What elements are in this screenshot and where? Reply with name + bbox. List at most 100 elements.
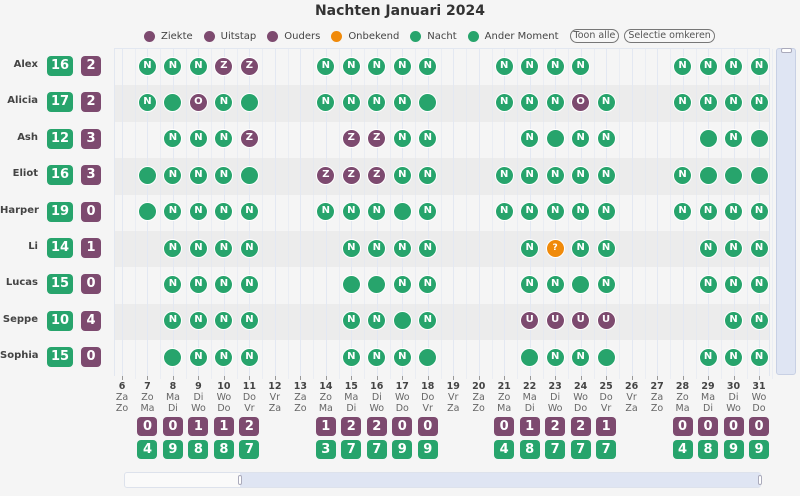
person-name[interactable]: Li [28, 241, 38, 252]
cell-nacht[interactable]: N [188, 165, 208, 185]
cell-nacht[interactable]: N [214, 274, 234, 294]
cell-nacht[interactable]: N [341, 56, 361, 76]
cell-nacht[interactable]: N [698, 92, 718, 112]
cell-nacht[interactable]: N [698, 202, 718, 222]
cell-nacht[interactable]: N [749, 274, 769, 294]
cell-nacht[interactable]: N [239, 311, 259, 331]
cell-nacht[interactable]: N [392, 238, 412, 258]
cell-nacht[interactable]: N [188, 202, 208, 222]
cell-ander-moment[interactable] [367, 274, 387, 294]
cell-nacht[interactable]: N [596, 202, 616, 222]
cell-nacht[interactable]: N [418, 165, 438, 185]
cell-nacht[interactable]: N [163, 274, 183, 294]
cell-ander-moment[interactable] [418, 92, 438, 112]
cell-ander-moment[interactable] [596, 347, 616, 367]
cell-nacht[interactable]: N [316, 202, 336, 222]
cell-ander-moment[interactable] [418, 347, 438, 367]
show-all-button[interactable]: Toon alle [569, 29, 620, 43]
cell-nacht[interactable]: N [724, 238, 744, 258]
cell-nacht[interactable]: N [367, 238, 387, 258]
cell-nacht[interactable]: N [724, 311, 744, 331]
person-name[interactable]: Seppe [2, 313, 38, 325]
cell-ander-moment[interactable] [749, 129, 769, 149]
cell-nacht[interactable]: N [163, 202, 183, 222]
cell-nacht[interactable]: N [188, 347, 208, 367]
cell-nacht[interactable]: N [571, 202, 591, 222]
person-name[interactable]: Lucas [5, 277, 38, 289]
cell-nacht[interactable]: N [545, 92, 565, 112]
cell-nacht[interactable]: N [418, 238, 438, 258]
cell-ouders[interactable]: O [571, 92, 591, 112]
cell-nacht[interactable]: N [596, 238, 616, 258]
cell-onbekend[interactable]: ? [545, 238, 565, 258]
cell-ander-moment[interactable] [163, 347, 183, 367]
cell-nacht[interactable]: N [596, 274, 616, 294]
cell-nacht[interactable]: N [520, 238, 540, 258]
cell-nacht[interactable]: N [571, 165, 591, 185]
cell-nacht[interactable]: N [698, 347, 718, 367]
cell-ziekte[interactable]: Z [367, 165, 387, 185]
cell-nacht[interactable]: N [571, 56, 591, 76]
cell-nacht[interactable]: N [520, 274, 540, 294]
cell-nacht[interactable]: N [367, 311, 387, 331]
cell-nacht[interactable]: N [520, 129, 540, 149]
person-name[interactable]: Ash [17, 131, 38, 143]
cell-nacht[interactable]: N [392, 129, 412, 149]
cell-nacht[interactable]: N [214, 347, 234, 367]
cell-ander-moment[interactable] [341, 274, 361, 294]
cell-nacht[interactable]: N [673, 202, 693, 222]
cell-nacht[interactable]: N [724, 92, 744, 112]
cell-nacht[interactable]: N [418, 56, 438, 76]
cell-ziekte[interactable]: Z [341, 165, 361, 185]
cell-nacht[interactable]: N [392, 56, 412, 76]
legend-onbekend[interactable]: Onbekend [331, 30, 399, 42]
cell-nacht[interactable]: N [596, 129, 616, 149]
cell-ander-moment[interactable] [698, 165, 718, 185]
cell-nacht[interactable]: N [239, 274, 259, 294]
legend-ander-moment[interactable]: Ander Moment [467, 30, 559, 42]
cell-nacht[interactable]: N [392, 274, 412, 294]
cell-nacht[interactable]: N [724, 56, 744, 76]
cell-nacht[interactable]: N [520, 202, 540, 222]
cell-nacht[interactable]: N [545, 274, 565, 294]
cell-ziekte[interactable]: Z [341, 129, 361, 149]
cell-ziekte[interactable]: Z [316, 165, 336, 185]
cell-ander-moment[interactable] [392, 311, 412, 331]
cell-nacht[interactable]: N [494, 92, 514, 112]
cell-nacht[interactable]: N [239, 347, 259, 367]
person-name[interactable]: Alicia [7, 95, 38, 107]
cell-ander-moment[interactable] [545, 129, 565, 149]
cell-nacht[interactable]: N [545, 347, 565, 367]
cell-nacht[interactable]: N [239, 238, 259, 258]
cell-uitstap[interactable]: U [596, 311, 616, 331]
legend-uitstap[interactable]: Uitstap [203, 30, 256, 42]
cell-nacht[interactable]: N [749, 311, 769, 331]
cell-nacht[interactable]: N [571, 347, 591, 367]
cell-nacht[interactable]: N [137, 92, 157, 112]
cell-uitstap[interactable]: U [571, 311, 591, 331]
cell-nacht[interactable]: N [571, 238, 591, 258]
cell-nacht[interactable]: N [724, 274, 744, 294]
cell-nacht[interactable]: N [214, 311, 234, 331]
cell-ander-moment[interactable] [520, 347, 540, 367]
cell-nacht[interactable]: N [188, 311, 208, 331]
cell-ander-moment[interactable] [571, 274, 591, 294]
cell-ziekte[interactable]: Z [239, 129, 259, 149]
cell-nacht[interactable]: N [418, 274, 438, 294]
cell-nacht[interactable]: N [724, 347, 744, 367]
cell-nacht[interactable]: N [341, 202, 361, 222]
cell-nacht[interactable]: N [214, 202, 234, 222]
cell-nacht[interactable]: N [214, 129, 234, 149]
cell-nacht[interactable]: N [520, 92, 540, 112]
cell-nacht[interactable]: N [418, 311, 438, 331]
cell-nacht[interactable]: N [494, 202, 514, 222]
horizontal-scrollbar[interactable] [124, 472, 762, 488]
cell-ander-moment[interactable] [239, 92, 259, 112]
cell-nacht[interactable]: N [749, 56, 769, 76]
cell-nacht[interactable]: N [163, 56, 183, 76]
person-name[interactable]: Sophia [0, 350, 39, 362]
vertical-scrollbar[interactable] [776, 48, 796, 375]
cell-nacht[interactable]: N [545, 202, 565, 222]
cell-nacht[interactable]: N [749, 92, 769, 112]
person-name[interactable]: Eliot [12, 168, 38, 180]
